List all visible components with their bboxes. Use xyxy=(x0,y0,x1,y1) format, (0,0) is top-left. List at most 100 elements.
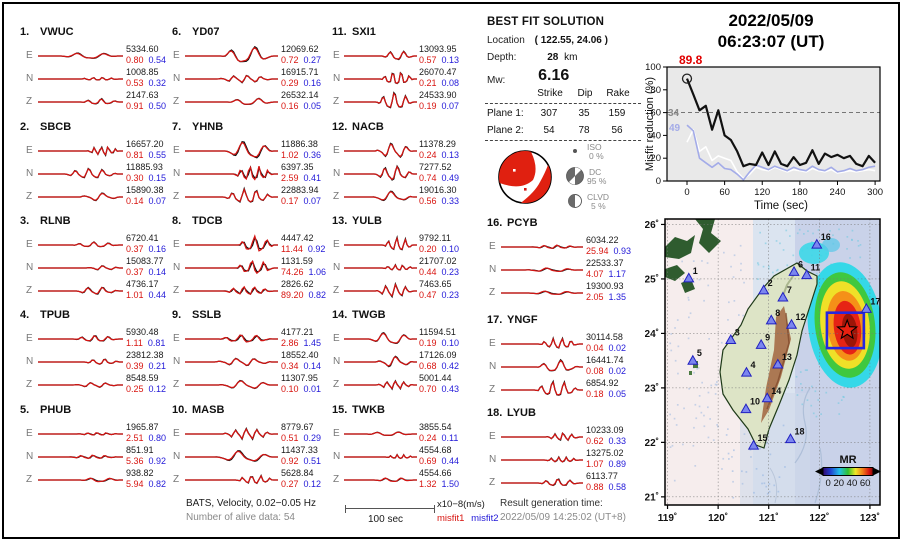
plot-frame xyxy=(666,66,881,182)
misfit1-value: 5.94 xyxy=(126,479,144,489)
misfit1-value: 2.86 xyxy=(281,338,299,348)
time-scale-label: 100 sec xyxy=(368,514,404,525)
channel-label: E xyxy=(489,241,496,252)
misfit1-value: 0.14 xyxy=(126,196,144,206)
channel-label: N xyxy=(26,262,34,273)
amplitude-value: 4554.68 xyxy=(419,445,452,455)
misfit1-value: 0.44 xyxy=(419,267,437,277)
waveform-trace xyxy=(501,358,583,372)
map-station-triangle xyxy=(765,314,777,325)
channel-label: N xyxy=(173,262,181,273)
misfit2-value: 0.43 xyxy=(441,384,460,394)
waveform-trace xyxy=(185,186,278,203)
x-axis-label: Time (sec) xyxy=(754,200,808,212)
station-block: 12. NACB E 11378.29 0.24 0.13 N 7277.52 0.74 0.49… xyxy=(332,121,492,211)
channel-values: 24533.90 0.19 0.07 xyxy=(419,90,459,112)
channel-row: Z 4554.66 1.32 1.50 xyxy=(332,468,492,491)
channel-values: 5930.48 1.11 0.81 xyxy=(126,327,165,349)
misfit1-legend: misfit1 xyxy=(437,513,465,524)
channel-values: 938.82 5.94 0.82 xyxy=(126,468,166,490)
station-block: 11. SXI1 E 13093.95 0.57 0.13 N 26070.47 0.21 0.0… xyxy=(332,26,492,116)
lat-tick-label: 21˚ xyxy=(645,491,659,503)
channel-row: E 6034.22 25.94 0.93 xyxy=(487,235,647,258)
misfit1-value: 0.80 xyxy=(126,55,144,65)
channel-label: Z xyxy=(173,285,180,296)
y-axis-label: Misfit reduction (%) xyxy=(645,77,656,171)
channel-row: E 12069.62 0.72 0.27 xyxy=(172,44,332,67)
channel-values: 4447.42 11.44 0.92 xyxy=(281,233,325,255)
station-block: 2. SBCB E 16657.20 0.81 0.55 N 11885.93 0.30 0.15… xyxy=(20,121,180,211)
channel-values: 21707.02 0.44 0.23 xyxy=(419,256,459,278)
misfit1-value: 0.57 xyxy=(419,55,437,65)
channel-row: N 11885.93 0.30 0.15 xyxy=(20,162,180,185)
channel-row: E 11594.51 0.19 0.10 xyxy=(332,327,492,350)
waveform-trace xyxy=(185,334,278,343)
waveform-trace xyxy=(344,477,417,483)
station-block: 10. MASB E 8779.67 0.51 0.29 N 11437.33 0.92 0.51… xyxy=(172,404,332,494)
channel-row: Z 19016.30 0.56 0.33 xyxy=(332,185,492,208)
station-block: 3. RLNB E 6720.41 0.37 0.16 N 15083.77 0.37 0.14 Z… xyxy=(20,215,180,305)
amplitude-value: 12069.62 xyxy=(281,44,319,54)
best-fit-panel: BEST FIT SOLUTION Location ( 122.55, 24.… xyxy=(485,0,645,215)
misfit2-value: 0.01 xyxy=(303,384,322,394)
channel-label: Z xyxy=(333,474,340,485)
annotation-start-value: 89.8 xyxy=(679,53,703,67)
channel-label: N xyxy=(489,454,497,465)
amplitude-value: 5930.48 xyxy=(126,327,159,337)
amplitude-value: 1965.87 xyxy=(126,422,159,432)
waveform-trace xyxy=(344,142,417,159)
svg-text:120: 120 xyxy=(754,187,770,198)
misfit2-value: 0.80 xyxy=(148,433,167,443)
misfit1-value: 11.44 xyxy=(281,244,303,254)
misfit2-value: 0.13 xyxy=(441,150,460,160)
station-name: 5. PHUB xyxy=(20,404,72,416)
misfit2-value: 0.12 xyxy=(148,384,167,394)
event-date: 2022/05/09 xyxy=(728,11,814,30)
channel-row: E 9792.11 0.20 0.10 xyxy=(332,233,492,256)
channel-label: Z xyxy=(333,96,340,107)
channel-row: Z 8548.59 0.25 0.12 xyxy=(20,373,180,396)
station-name: 2. SBCB xyxy=(20,121,72,133)
map-station-triangle xyxy=(772,358,784,369)
waveform-trace xyxy=(185,45,278,63)
svg-text:40: 40 xyxy=(650,130,661,141)
misfit2-value: 0.49 xyxy=(441,173,460,183)
map-station-number: 10 xyxy=(750,397,760,407)
channel-values: 13275.02 1.07 0.89 xyxy=(586,448,626,470)
channel-row: E 3855.54 0.24 0.11 xyxy=(332,422,492,445)
amplitude-value: 5628.84 xyxy=(281,468,314,478)
channel-label: E xyxy=(26,50,33,61)
misfit1-value: 2.51 xyxy=(126,433,144,443)
channel-values: 1008.85 0.53 0.32 xyxy=(126,67,166,89)
amplitude-value: 15083.77 xyxy=(126,256,164,266)
station-name: 18. LYUB xyxy=(487,407,536,419)
alive-data-note: Number of alive data: 54 xyxy=(186,512,295,523)
mw-value: 6.16 xyxy=(538,67,570,84)
station-name: 14. TWGB xyxy=(332,309,386,321)
amplitude-value: 8548.59 xyxy=(126,373,159,383)
waveform-trace xyxy=(344,71,417,85)
channel-label: N xyxy=(173,451,181,462)
channel-row: E 30114.58 0.04 0.02 xyxy=(487,332,647,355)
misfit1-value: 0.72 xyxy=(281,55,299,65)
amplitude-value: 851.91 xyxy=(126,445,154,455)
misfit2-value: 0.50 xyxy=(148,101,167,111)
misfit2-value: 0.02 xyxy=(608,343,627,353)
amplitude-value: 11307.95 xyxy=(281,373,318,383)
channel-label: N xyxy=(173,73,181,84)
decomposition-legend: ISO 0 % DC 95 % CLVD 5 % xyxy=(566,142,609,211)
amplitude-value: 6113.77 xyxy=(586,471,618,481)
channel-label: E xyxy=(333,50,340,61)
waveform-trace xyxy=(344,190,417,202)
amplitude-value: 8779.67 xyxy=(281,422,314,432)
svg-text:60: 60 xyxy=(650,108,661,119)
channel-values: 11437.33 0.92 0.51 xyxy=(281,445,321,467)
channel-row: N 851.91 5.36 0.92 xyxy=(20,445,180,468)
misfit2-value: 0.54 xyxy=(148,55,167,65)
misfit1-value: 0.08 xyxy=(586,366,604,376)
map-station-number: 11 xyxy=(811,263,821,273)
misfit1-value: 0.20 xyxy=(419,244,437,254)
channel-row: Z 2147.63 0.91 0.50 xyxy=(20,90,180,113)
map-station-triangle xyxy=(758,284,770,295)
lat-tick-label: 22˚ xyxy=(645,437,659,449)
